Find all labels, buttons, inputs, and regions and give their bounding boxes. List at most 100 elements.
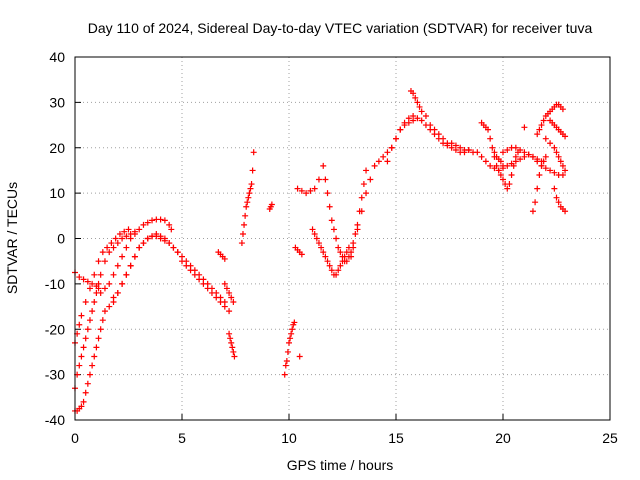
data-point	[485, 126, 492, 133]
data-point	[95, 335, 102, 342]
data-point	[183, 262, 190, 269]
data-point	[500, 176, 506, 183]
data-point	[487, 135, 494, 142]
chart-title: Day 110 of 2024, Sidereal Day-to-day VTE…	[88, 20, 593, 36]
data-point	[97, 271, 104, 278]
data-point	[414, 115, 421, 122]
data-point	[542, 153, 549, 160]
data-point	[200, 280, 207, 287]
data-point	[555, 153, 562, 160]
series-arc-17	[320, 162, 370, 265]
grid	[75, 57, 610, 420]
data-point	[95, 285, 102, 292]
data-point	[375, 158, 382, 165]
data-point	[294, 185, 301, 192]
data-point	[84, 278, 91, 285]
data-point	[534, 185, 541, 192]
data-point	[320, 249, 327, 256]
data-point	[540, 158, 547, 165]
data-point	[123, 244, 130, 251]
y-axis-label: SDTVAR / TECUs	[4, 182, 20, 294]
data-point	[168, 226, 175, 233]
data-point	[559, 162, 566, 169]
data-point	[380, 153, 387, 160]
data-point	[326, 203, 333, 210]
data-point	[508, 171, 515, 178]
data-point	[517, 147, 524, 154]
data-point	[358, 208, 365, 215]
data-point	[239, 230, 246, 237]
data-point	[95, 258, 102, 265]
data-point	[110, 271, 117, 278]
x-tick-label: 15	[388, 430, 404, 446]
data-point	[559, 171, 566, 178]
data-point	[551, 185, 558, 192]
data-point	[136, 244, 143, 251]
data-point	[410, 90, 417, 97]
data-point	[221, 303, 228, 310]
series-arc-27	[534, 101, 566, 138]
data-point	[244, 199, 251, 206]
data-point	[512, 144, 519, 151]
data-point	[82, 299, 89, 306]
data-point	[226, 308, 233, 315]
data-point	[217, 299, 224, 306]
data-point	[136, 226, 143, 233]
data-point	[330, 226, 337, 233]
series-arc-16	[309, 226, 352, 278]
data-point	[553, 194, 560, 201]
series-arc-13	[281, 319, 303, 378]
data-point	[76, 274, 83, 281]
data-point	[491, 153, 498, 160]
data-point	[303, 190, 310, 197]
data-point	[144, 235, 151, 242]
data-point	[153, 230, 160, 237]
data-point	[213, 294, 220, 301]
data-point	[328, 217, 335, 224]
data-point	[557, 158, 564, 165]
data-point	[315, 176, 322, 183]
series-arc-9	[221, 280, 237, 306]
data-point	[326, 262, 333, 269]
data-point	[553, 149, 560, 156]
data-point	[551, 169, 558, 176]
data-point	[448, 140, 455, 147]
data-point	[534, 156, 541, 163]
data-point	[106, 280, 113, 287]
data-point	[221, 280, 228, 287]
data-point	[97, 326, 104, 333]
data-point	[497, 158, 504, 165]
data-point	[311, 185, 318, 192]
data-point	[525, 151, 532, 158]
data-point	[114, 240, 121, 247]
data-point	[397, 126, 404, 133]
data-point	[114, 262, 121, 269]
data-point	[452, 142, 459, 149]
data-point	[228, 339, 235, 346]
data-point	[328, 267, 335, 274]
y-tick-label: -20	[45, 321, 65, 337]
data-point	[493, 162, 500, 169]
data-point	[335, 267, 342, 274]
data-point	[360, 181, 367, 188]
data-point	[504, 147, 511, 154]
data-point	[228, 294, 235, 301]
data-point	[80, 398, 87, 405]
data-point	[80, 344, 87, 351]
data-point	[76, 321, 83, 328]
data-point	[161, 235, 168, 242]
series-arc-23	[478, 151, 566, 178]
data-point	[144, 219, 151, 226]
data-point	[91, 353, 98, 360]
data-point	[521, 149, 528, 156]
data-point	[371, 162, 378, 169]
data-point	[542, 165, 549, 172]
data-point	[238, 240, 245, 247]
data-point	[104, 244, 111, 251]
data-point	[89, 308, 96, 315]
data-point	[478, 153, 485, 160]
series-arc-26	[521, 124, 549, 215]
data-point	[123, 271, 130, 278]
data-point	[410, 112, 417, 119]
